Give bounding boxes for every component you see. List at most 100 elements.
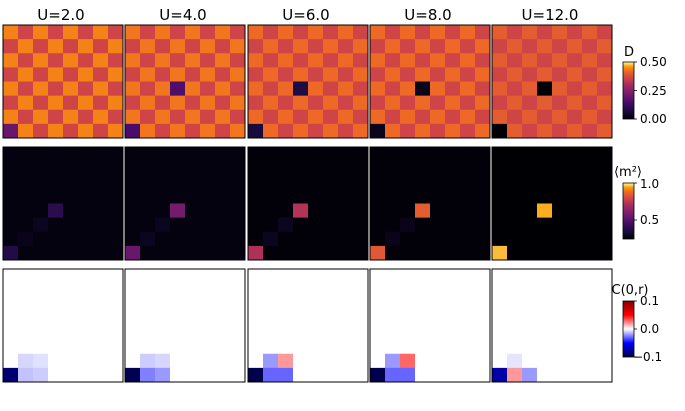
heatmap-cell [140, 81, 156, 97]
heatmap-cell [400, 269, 416, 284]
heatmap-cell [597, 161, 613, 176]
heatmap-cell [185, 367, 201, 383]
heatmap-cell [230, 231, 246, 247]
heatmap-cell [353, 203, 369, 219]
heatmap-cell [63, 325, 79, 341]
heatmap-cell [215, 217, 231, 233]
heatmap-cell [93, 231, 109, 247]
heatmap-panel-frame [369, 24, 491, 139]
heatmap-cell [48, 203, 64, 219]
heatmap-cell [18, 95, 34, 111]
heatmap-cell [323, 39, 339, 54]
heatmap-cell [215, 367, 231, 383]
heatmap-cell [155, 311, 171, 326]
heatmap-cell [108, 311, 124, 326]
heatmap-cell [370, 95, 386, 111]
heatmap-cell [400, 95, 416, 111]
heatmap-cell [597, 189, 613, 204]
colorbar-m2-tick-low: 0.5 [640, 213, 659, 227]
colorbar-c: C(0,r) 0.1 0.0 −0.1 [612, 283, 663, 364]
heatmap-cell [230, 25, 246, 40]
heatmap-cell [385, 175, 401, 190]
heatmap-cell [492, 189, 508, 204]
heatmap-cell [185, 217, 201, 233]
heatmap-cell [370, 109, 386, 125]
heatmap-cell [537, 311, 553, 326]
heatmap-cell [200, 25, 216, 40]
heatmap-panel-d-4 [491, 24, 613, 139]
heatmap-cell [63, 25, 79, 40]
heatmap-cell [323, 189, 339, 204]
heatmap-cell [293, 269, 309, 284]
heatmap-cell [353, 367, 369, 383]
heatmap-cell [353, 353, 369, 369]
column-title-u6: U=6.0 [282, 6, 329, 24]
heatmap-cell [3, 367, 19, 383]
heatmap-cell [308, 283, 324, 298]
heatmap-cell [230, 297, 246, 312]
heatmap-cell [140, 67, 156, 82]
heatmap-cell [278, 367, 294, 383]
heatmap-cell [353, 161, 369, 176]
column-title-u2: U=2.0 [37, 6, 84, 24]
heatmap-cell [460, 283, 476, 298]
heatmap-panel-d-0 [2, 24, 124, 139]
heatmap-cell [415, 203, 431, 219]
heatmap-cell [263, 297, 279, 312]
heatmap-cell [308, 217, 324, 233]
heatmap-cell [140, 269, 156, 284]
heatmap-cell [522, 123, 538, 139]
heatmap-cell [552, 269, 568, 284]
heatmap-cell [48, 53, 64, 68]
heatmap-cell [507, 39, 523, 54]
heatmap-cell [400, 67, 416, 82]
heatmap-cell [370, 67, 386, 82]
heatmap-cell [415, 123, 431, 139]
colorbar-m2-tick-high: 1.0 [640, 177, 659, 191]
heatmap-cell [567, 203, 583, 219]
heatmap-cell [492, 269, 508, 284]
heatmap-panel-c0r-2 [247, 268, 369, 383]
heatmap-cell [567, 217, 583, 233]
heatmap-cell [507, 189, 523, 204]
heatmap-cell [3, 95, 19, 111]
heatmap-cell [323, 175, 339, 190]
heatmap-cell [185, 339, 201, 355]
heatmap-cell [125, 175, 141, 190]
colorbar-c-tick-low: −0.1 [633, 350, 662, 364]
heatmap-cell [385, 339, 401, 355]
heatmap-cell [582, 231, 598, 247]
heatmap-cell [567, 39, 583, 54]
heatmap-cell [278, 283, 294, 298]
heatmap-cell [400, 147, 416, 162]
heatmap-cell [507, 339, 523, 355]
heatmap-cell [430, 311, 446, 326]
heatmap-cell [522, 367, 538, 383]
heatmap-cell [3, 25, 19, 40]
heatmap-cell [537, 283, 553, 298]
heatmap-cell [230, 217, 246, 233]
heatmap-cell [33, 189, 49, 204]
heatmap-cell [108, 217, 124, 233]
heatmap-cell [293, 175, 309, 190]
heatmap-cell [78, 231, 94, 247]
heatmap-cell [108, 245, 124, 261]
heatmap-cell [18, 325, 34, 341]
heatmap-cell [140, 231, 156, 247]
heatmap-cell [308, 161, 324, 176]
heatmap-cell [248, 297, 264, 312]
heatmap-cell [63, 175, 79, 190]
heatmap-cell [430, 123, 446, 139]
heatmap-panel-frame [491, 268, 613, 383]
heatmap-cell [430, 147, 446, 162]
heatmap-cell [155, 269, 171, 284]
heatmap-cell [522, 39, 538, 54]
heatmap-cell [33, 123, 49, 139]
heatmap-cell [170, 231, 186, 247]
heatmap-cell [308, 311, 324, 326]
heatmap-cell [63, 339, 79, 355]
heatmap-cell [475, 175, 491, 190]
heatmap-cell [552, 67, 568, 82]
heatmap-cell [33, 25, 49, 40]
heatmap-panel-frame [369, 268, 491, 383]
